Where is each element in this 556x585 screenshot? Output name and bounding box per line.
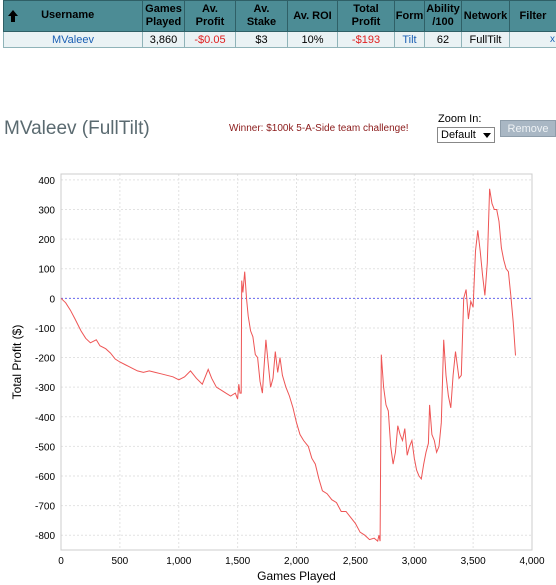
x-axis-label: Games Played (257, 569, 336, 583)
y-tick-label: 100 (38, 265, 55, 276)
y-axis-ticks: 400 300 200 100 0 -100 -200 -300 -400 -500 -600 -70… (35, 176, 55, 542)
y-tick-label: -100 (35, 324, 55, 335)
chevron-down-icon (483, 133, 491, 138)
y-tick-label: -700 (35, 502, 55, 513)
y-tick-label: 400 (38, 176, 55, 187)
av-profit-header-line1: Av. (202, 3, 218, 15)
x-tick-label: 1,500 (225, 556, 250, 567)
form-column-header[interactable]: Form (394, 0, 425, 32)
x-tick-label: 3,500 (461, 556, 486, 567)
total-profit-header-line2: Profit (351, 16, 381, 28)
av-roi-column-header[interactable]: Av. ROI (287, 0, 338, 32)
table-row: MValeev 3,860 -$0.05 $3 10% -$193 Tilt 6… (3, 31, 556, 48)
x-tick-label: 500 (112, 556, 129, 567)
ability-column-header[interactable]: Ability/100 (424, 0, 462, 32)
form-link[interactable]: Tilt (394, 31, 425, 48)
y-axis-label: Total Profit ($) (10, 325, 24, 400)
username-column-header[interactable]: Username (3, 0, 143, 32)
av-stake-column-header[interactable]: Av. Stake (235, 0, 288, 32)
zoom-label: Zoom In: (438, 113, 482, 125)
games-played-column-header[interactable]: Games Played (142, 0, 185, 32)
games-played-header-line1: Games (145, 3, 182, 15)
x-tick-label: 4,000 (519, 556, 544, 567)
games-played-header-line2: Played (145, 16, 182, 28)
total-profit-cell: -$193 (337, 31, 395, 48)
y-tick-label: -200 (35, 354, 55, 365)
ability-header-line2: /100 (432, 16, 454, 28)
winner-banner-link[interactable]: Winner: $100k 5-A-Side team challenge! (229, 123, 409, 134)
x-tick-label: 1,000 (166, 556, 191, 567)
y-tick-label: -300 (35, 383, 55, 394)
remove-button[interactable]: Remove (500, 120, 556, 137)
filter-column-header[interactable]: Filter (509, 0, 556, 32)
username-link[interactable]: MValeev (3, 31, 143, 48)
av-stake-cell: $3 (235, 31, 288, 48)
zoom-select[interactable]: Default (437, 127, 495, 143)
profit-chart: 400 300 200 100 0 -100 -200 -300 -400 -500 -600 -70… (10, 173, 545, 583)
av-stake-header-line1: Av. (253, 3, 270, 15)
zoom-select-value: Default (441, 129, 476, 141)
total-profit-column-header[interactable]: Total Profit (337, 0, 395, 32)
av-profit-cell: -$0.05 (184, 31, 236, 48)
y-tick-label: -800 (35, 531, 55, 542)
games-played-cell: 3,860 (142, 31, 185, 48)
x-tick-label: 0 (58, 556, 64, 567)
filter-cell: x (509, 31, 556, 48)
sort-up-arrow-icon[interactable] (8, 9, 18, 22)
y-tick-label: -500 (35, 442, 55, 453)
total-profit-header-line1: Total (353, 3, 379, 15)
av-profit-header-line2: Profit (195, 16, 225, 28)
y-tick-label: 200 (38, 235, 55, 246)
remove-player-link[interactable]: x (550, 34, 555, 45)
x-tick-label: 2,500 (343, 556, 368, 567)
y-tick-label: -600 (35, 472, 55, 483)
page-title: MValeev (FullTilt) (4, 118, 150, 139)
ability-cell: 62 (424, 31, 462, 48)
x-tick-label: 3,000 (402, 556, 427, 567)
av-stake-header-line2: Stake (246, 16, 277, 28)
stats-table: Username Games Played Av. Profit Av. Stake … (3, 0, 556, 48)
network-cell: FullTilt (461, 31, 510, 48)
x-axis-ticks: 0 500 1,000 1,500 2,000 2,500 3,000 3,500 4,000 (58, 556, 545, 567)
username-header-label: Username (41, 9, 95, 22)
plot-frame (60, 173, 533, 551)
y-tick-label: 0 (49, 294, 55, 305)
y-tick-label: -400 (35, 413, 55, 424)
x-tick-label: 2,000 (284, 556, 309, 567)
av-roi-cell: 10% (287, 31, 338, 48)
profit-series-line (60, 188, 516, 543)
y-tick-label: 300 (38, 206, 55, 217)
ability-header-line1: Ability (426, 3, 460, 15)
av-profit-column-header[interactable]: Av. Profit (184, 0, 236, 32)
network-column-header[interactable]: Network (461, 0, 510, 32)
